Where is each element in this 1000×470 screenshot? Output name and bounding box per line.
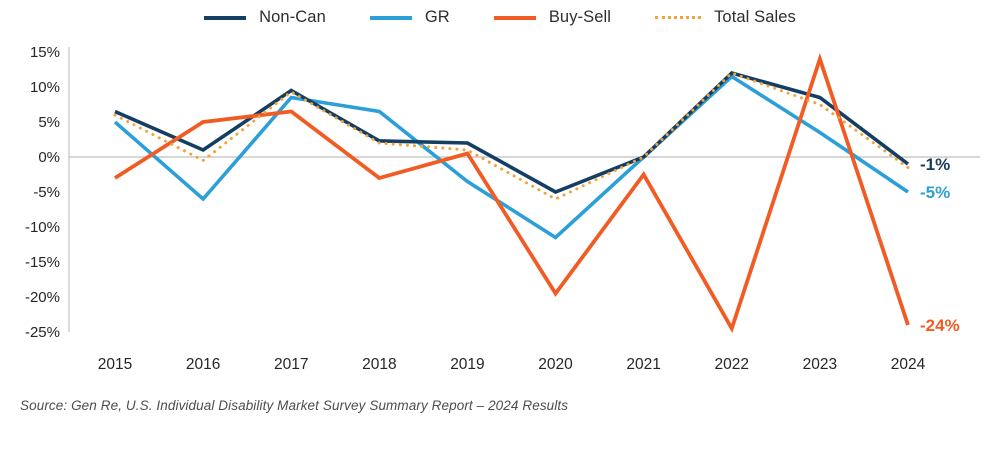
- y-tick-label: 15%: [30, 44, 60, 61]
- x-tick-label-2020: 2020: [538, 356, 573, 373]
- end-label-gr: -5%: [920, 183, 950, 202]
- source-note: Source: Gen Re, U.S. Individual Disabili…: [20, 398, 569, 413]
- legend-label: Non-Can: [259, 8, 326, 26]
- legend-label: GR: [424, 8, 450, 26]
- y-tick-label: -15%: [25, 254, 60, 271]
- legend-item-non-can: Non-Can: [204, 8, 326, 27]
- y-tick-label: 0%: [38, 149, 60, 166]
- legend-label: Total Sales: [714, 8, 796, 26]
- legend-item-total-sales: Total Sales: [655, 8, 796, 27]
- x-tick-label-2019: 2019: [450, 356, 484, 373]
- series-line-non-can: [114, 70, 910, 194]
- x-tick-label-2017: 2017: [274, 356, 308, 373]
- legend-swatch-gr: [369, 15, 412, 20]
- legend-swatch-total-sales: [655, 16, 702, 19]
- legend: Non-Can GR Buy-Sell Total Sales: [0, 8, 1000, 27]
- x-tick-label-2024: 2024: [891, 356, 926, 373]
- y-tick-label: -5%: [33, 184, 60, 201]
- legend-item-buy-sell: Buy-Sell: [493, 8, 612, 27]
- x-tick-label-2018: 2018: [362, 356, 396, 373]
- y-tick-label: -25%: [25, 324, 60, 341]
- x-tick-label-2022: 2022: [715, 356, 749, 373]
- legend-swatch-buy-sell: [493, 15, 536, 20]
- series-line-gr: [113, 74, 909, 240]
- y-tick-label: 10%: [30, 79, 60, 96]
- end-label-buy-sell: -24%: [920, 316, 960, 335]
- x-tick-label-2021: 2021: [626, 356, 660, 373]
- y-tick-label: -10%: [25, 219, 60, 236]
- x-tick-label-2016: 2016: [186, 356, 220, 373]
- legend-item-gr: GR: [369, 8, 450, 27]
- legend-swatch-non-can: [204, 15, 247, 20]
- end-label-non-can: -1%: [920, 155, 950, 174]
- x-tick-label-2023: 2023: [803, 356, 837, 373]
- series-line-total-sales: [113, 71, 910, 201]
- y-tick-label: -20%: [25, 289, 60, 306]
- series-line-buy-sell: [113, 52, 910, 334]
- legend-label: Buy-Sell: [548, 8, 612, 26]
- y-tick-label: 5%: [38, 114, 60, 131]
- x-tick-label-2015: 2015: [98, 356, 132, 373]
